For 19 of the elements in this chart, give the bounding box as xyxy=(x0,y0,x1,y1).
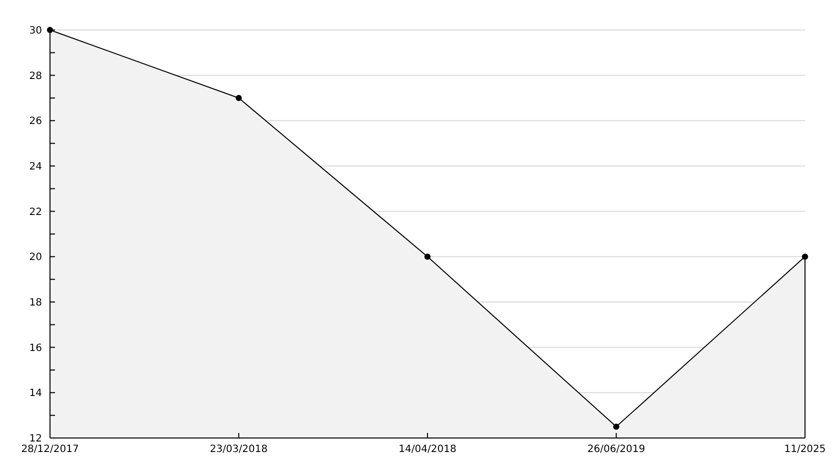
x-tick-label: 14/04/2018 xyxy=(398,444,456,455)
x-tick-label: 26/06/2019 xyxy=(587,444,646,455)
y-tick-label: 26 xyxy=(29,116,42,128)
y-tick-label: 24 xyxy=(29,162,42,172)
y-tick-label: 18 xyxy=(29,298,42,308)
point xyxy=(802,254,808,260)
y-tick-label: 16 xyxy=(29,342,42,354)
point xyxy=(236,94,242,102)
y-tick-label: 20 xyxy=(29,252,42,264)
y-tick-label: 14 xyxy=(29,388,42,400)
y-tick-label: 12 xyxy=(29,434,42,444)
y-tick-label: 30 xyxy=(29,26,42,36)
point xyxy=(613,424,620,430)
x-tick-label: 28/12/2017 xyxy=(21,444,79,455)
point xyxy=(424,254,431,260)
x-tick-label: 11/2025 xyxy=(784,444,826,455)
y-tick-label: 28 xyxy=(29,70,42,82)
x-tick-label: 23/03/2018 xyxy=(210,444,268,455)
y-tick-label: 22 xyxy=(29,206,42,218)
